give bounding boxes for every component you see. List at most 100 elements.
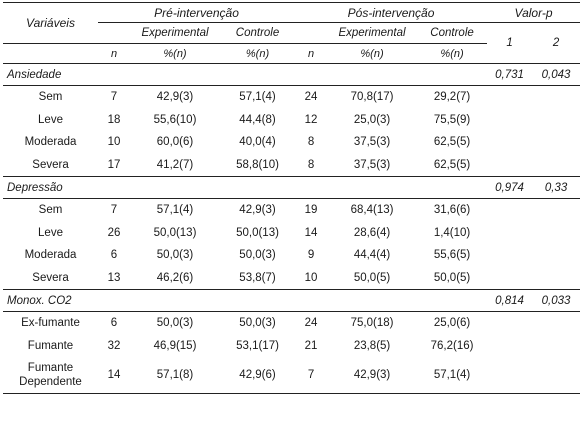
post-experimental-cell: 25,0(3) <box>353 113 391 126</box>
table-row: Sem 7 57,1(4) 42,9(3) 19 68,4(13) 31,6(6) <box>3 199 580 222</box>
section-row: Monox. CO2 0,814 0,033 <box>3 289 581 312</box>
table-row: Severa 13 46,2(6) 53,8(7) 10 50,0(5) 50,0(5) <box>3 267 580 290</box>
row-label: Fumante <box>27 339 74 352</box>
post-experimental-cell: 37,5(3) <box>353 158 391 171</box>
post-n-header: n <box>295 43 328 64</box>
post-n-spacer <box>295 22 328 44</box>
post-control-cell: 75,5(9) <box>433 113 471 126</box>
pre-n-cell: 6 <box>110 249 118 262</box>
post-intervention-header: Pós-intervenção <box>295 2 488 23</box>
pvalue-2-header: 2 <box>532 22 581 64</box>
pre-n-cell: 6 <box>110 317 118 330</box>
pre-control-cell: 50,0(3) <box>239 317 276 330</box>
empty-pvalue-cell <box>487 244 532 267</box>
post-n-cell: 19 <box>304 204 318 217</box>
pre-control-pct-header: %(n) <box>220 43 296 64</box>
pre-experimental-cell: 46,9(15) <box>153 339 197 352</box>
section-pvalue-1: 0,731 <box>487 63 533 86</box>
post-n-cell: 8 <box>307 136 315 149</box>
pre-n-cell: 7 <box>110 204 118 217</box>
empty-pvalue-cell <box>487 154 532 177</box>
pre-experimental-cell: 57,1(4) <box>156 204 194 217</box>
empty-pvalue-cell <box>532 312 580 335</box>
pre-n-cell: 17 <box>107 158 121 171</box>
pre-experimental-header: Experimental <box>130 22 220 44</box>
empty-pvalue-cell <box>487 357 533 394</box>
empty-pvalue-cell <box>487 86 532 109</box>
pre-control-cell: 53,1(17) <box>236 339 279 352</box>
section-pvalue-1: 0,814 <box>487 289 533 312</box>
pre-control-cell: 40,0(4) <box>239 136 276 149</box>
empty-pvalue-cell <box>487 312 532 335</box>
post-n-cell: 8 <box>307 158 315 171</box>
pre-experimental-cell: 60,0(6) <box>156 136 194 149</box>
section-row: Depressão 0,974 0,33 <box>3 176 581 199</box>
variables-spacer <box>3 43 98 64</box>
row-label: Ex-fumante <box>21 317 80 330</box>
post-control-cell: 76,2(16) <box>430 339 474 352</box>
post-control-cell: 62,5(5) <box>433 158 471 171</box>
post-experimental-cell: 75,0(18) <box>350 317 394 330</box>
pre-n-cell: 10 <box>107 136 121 149</box>
post-experimental-cell: 44,4(4) <box>353 249 391 262</box>
pre-experimental-cell: 50,0(13) <box>153 226 197 239</box>
empty-pvalue-cell <box>532 199 580 222</box>
post-control-cell: 25,0(6) <box>433 317 471 330</box>
section-row: Ansiedade 0,731 0,043 <box>3 63 581 86</box>
post-experimental-cell: 68,4(13) <box>350 204 394 217</box>
post-n-cell: 12 <box>304 113 318 126</box>
post-experimental-cell: 50,0(5) <box>353 271 391 284</box>
post-experimental-cell: 37,5(3) <box>353 136 391 149</box>
empty-pvalue-cell <box>487 131 532 154</box>
section-pvalue-2: 0,043 <box>532 63 581 86</box>
pre-n-spacer <box>98 22 130 44</box>
pre-n-cell: 18 <box>107 113 121 126</box>
empty-pvalue-cell <box>532 357 581 394</box>
row-label: Severa <box>32 271 69 284</box>
pre-n-header: n <box>98 43 130 64</box>
pre-experimental-cell: 57,1(8) <box>130 357 220 394</box>
pre-experimental-cell: 46,2(6) <box>156 271 194 284</box>
pre-n-cell: 13 <box>107 271 121 284</box>
pre-n-cell: 26 <box>107 226 121 239</box>
empty-pvalue-cell <box>532 154 580 177</box>
pre-experimental-cell: 50,0(3) <box>156 317 194 330</box>
pre-control-cell: 50,0(3) <box>239 249 276 262</box>
pre-control-cell: 50,0(13) <box>236 226 279 239</box>
post-control-cell: 31,6(6) <box>433 204 471 217</box>
pre-experimental-cell: 42,9(3) <box>156 91 194 104</box>
pre-n-cell: 14 <box>98 357 130 394</box>
section-label: Monox. CO2 <box>3 289 488 312</box>
post-n-cell: 14 <box>304 226 318 239</box>
table-row: Fumante 32 46,9(15) 53,1(17) 21 23,8(5) 76,2(1… <box>3 335 580 358</box>
post-control-header: Controle <box>417 22 488 44</box>
empty-pvalue-cell <box>532 131 580 154</box>
pre-control-cell: 44,4(8) <box>239 113 276 126</box>
post-experimental-pct-header: %(n) <box>327 43 418 64</box>
table-row: Fumante Dependente 14 57,1(8) 42,9(6) 7 42,9(… <box>3 357 581 394</box>
post-experimental-header: Experimental <box>327 22 418 44</box>
empty-pvalue-cell <box>487 335 532 358</box>
pre-experimental-cell: 55,6(10) <box>153 113 197 126</box>
variables-header: Variáveis <box>3 2 98 44</box>
post-experimental-cell: 70,8(17) <box>350 91 394 104</box>
table-row: Sem 7 42,9(3) 57,1(4) 24 70,8(17) 29,2(7) <box>3 86 580 109</box>
pvalue-1-header: 1 <box>487 22 533 64</box>
empty-pvalue-cell <box>532 335 580 358</box>
pre-control-cell: 53,8(7) <box>239 271 276 284</box>
table-row: Severa 17 41,2(7) 58,8(10) 8 37,5(3) 62,5(5) <box>3 154 580 177</box>
empty-pvalue-cell <box>487 109 532 132</box>
row-label: Sem <box>38 204 63 217</box>
post-n-cell: 7 <box>295 357 328 394</box>
table-row: Moderada 10 60,0(6) 40,0(4) 8 37,5(3) 62,5(5) <box>3 131 580 154</box>
row-label: Leve <box>38 113 63 126</box>
table-row: Moderada 6 50,0(3) 50,0(3) 9 44,4(4) 55,6(5) <box>3 244 580 267</box>
row-label: Fumante Dependente <box>3 357 98 394</box>
pre-experimental-cell: 50,0(3) <box>156 249 194 262</box>
table-row: Leve 26 50,0(13) 50,0(13) 14 28,6(4) 1,4(10) <box>3 222 580 245</box>
empty-pvalue-cell <box>532 86 580 109</box>
table-row: Leve 18 55,6(10) 44,4(8) 12 25,0(3) 75,5(9) <box>3 109 580 132</box>
empty-pvalue-cell <box>487 267 532 290</box>
pre-n-cell: 7 <box>110 91 118 104</box>
pre-experimental-cell: 41,2(7) <box>156 158 194 171</box>
